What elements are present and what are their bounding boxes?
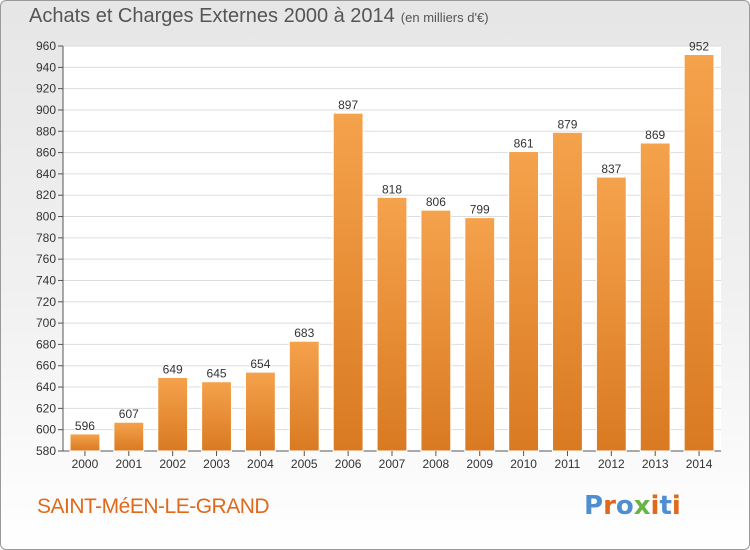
bar-2010 <box>508 151 540 452</box>
bar-2008 <box>420 209 452 452</box>
logo-letter: t <box>659 491 672 521</box>
bar-value-label: 897 <box>338 98 358 112</box>
y-tick-label: 700 <box>36 316 56 330</box>
x-tick-label: 2001 <box>115 457 142 471</box>
y-tick-label: 920 <box>36 82 56 96</box>
bar-2009 <box>464 217 496 452</box>
bar-2004 <box>244 371 276 452</box>
bar-value-label: 818 <box>382 182 402 196</box>
bar-2000 <box>69 433 101 452</box>
bar-2007 <box>376 196 408 452</box>
bar-2005 <box>288 340 320 452</box>
chart-subtitle: (en milliers d'€) <box>400 10 489 25</box>
bar-2001 <box>113 421 145 452</box>
x-tick-label: 2000 <box>72 457 99 471</box>
bar-value-label: 869 <box>645 128 665 142</box>
bar-value-label: 683 <box>294 326 314 340</box>
x-tick-label: 2014 <box>686 457 713 471</box>
bar-value-label: 952 <box>689 40 709 54</box>
x-tick-label: 2009 <box>466 457 493 471</box>
logo-letter: o <box>615 491 634 521</box>
bar-value-label: 861 <box>514 137 534 151</box>
bar-value-label: 879 <box>557 117 577 131</box>
y-tick-label: 860 <box>36 146 56 160</box>
bar-2013 <box>639 142 671 452</box>
y-tick-label: 840 <box>36 167 56 181</box>
chart-title-text: Achats et Charges Externes 2000 à 2014 <box>29 5 395 27</box>
y-tick-label: 620 <box>36 401 56 415</box>
bar-value-label: 607 <box>119 407 139 421</box>
bar-2012 <box>595 176 627 452</box>
x-tick-label: 2012 <box>598 457 625 471</box>
x-tick-label: 2010 <box>510 457 537 471</box>
x-tick-label: 2007 <box>379 457 406 471</box>
logo-letter: i <box>671 491 681 521</box>
logo-letter: r <box>603 491 616 521</box>
y-tick-label: 660 <box>36 359 56 373</box>
x-tick-label: 2013 <box>642 457 669 471</box>
y-tick-label: 740 <box>36 273 56 287</box>
bar-2014 <box>683 54 715 452</box>
logo-letter: P <box>584 491 604 521</box>
proxiti-logo: Proxiti <box>584 491 681 521</box>
x-tick-label: 2011 <box>555 457 581 471</box>
bar-value-label: 799 <box>470 203 490 217</box>
bar-2002 <box>157 376 189 452</box>
y-tick-label: 880 <box>36 124 56 138</box>
y-tick-label: 760 <box>36 252 56 266</box>
bar-value-label: 596 <box>75 419 95 433</box>
x-tick-label: 2002 <box>159 457 186 471</box>
y-tick-label: 600 <box>36 423 56 437</box>
y-tick-label: 960 <box>36 39 56 53</box>
x-tick-label: 2008 <box>423 457 450 471</box>
y-tick-label: 900 <box>36 103 56 117</box>
bar-value-label: 654 <box>250 357 270 371</box>
y-tick-label: 680 <box>36 337 56 351</box>
x-tick-label: 2004 <box>247 457 274 471</box>
y-tick-label: 640 <box>36 380 56 394</box>
y-tick-label: 780 <box>36 231 56 245</box>
bar-value-label: 649 <box>163 362 183 376</box>
bar-2011 <box>552 131 583 452</box>
x-tick-label: 2006 <box>335 457 362 471</box>
logo-letter: i <box>650 491 660 521</box>
y-tick-label: 820 <box>36 188 56 202</box>
bar-value-label: 837 <box>601 162 621 176</box>
x-tick-label: 2005 <box>291 457 318 471</box>
y-tick-label: 940 <box>36 60 56 74</box>
x-tick-label: 2003 <box>203 457 230 471</box>
place-name: SAINT-MéEN-LE-GRAND <box>37 495 270 518</box>
bar-value-label: 645 <box>207 367 227 381</box>
y-tick-label: 800 <box>36 210 56 224</box>
chart-title: Achats et Charges Externes 2000 à 2014 (e… <box>29 5 489 28</box>
logo-letter: x <box>633 491 651 521</box>
y-tick-label: 580 <box>36 444 56 458</box>
bar-2006 <box>332 112 364 452</box>
y-tick-label: 720 <box>36 295 56 309</box>
bar-2003 <box>201 381 232 452</box>
bar-value-label: 806 <box>426 195 446 209</box>
